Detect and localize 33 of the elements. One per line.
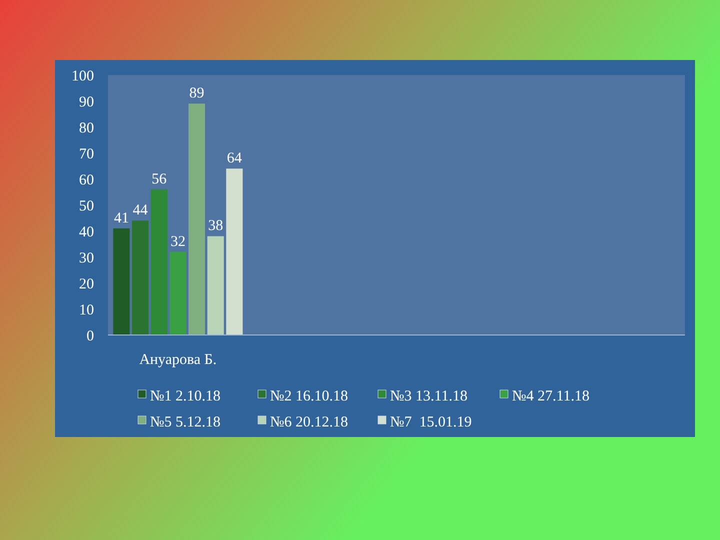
y-tick-label: 30 — [79, 250, 94, 266]
data-label: 44 — [132, 202, 148, 219]
data-label: 89 — [189, 86, 204, 102]
y-tick-label: 0 — [86, 328, 94, 344]
y-tick-label: 20 — [79, 276, 94, 292]
bar — [132, 220, 149, 335]
legend-label: №1 2.10.18 — [150, 388, 221, 404]
data-label: 32 — [170, 234, 186, 250]
bar — [226, 168, 243, 335]
legend-label: №5 5.12.18 — [150, 414, 221, 430]
y-tick-label: 10 — [79, 302, 94, 318]
bar — [188, 104, 206, 335]
legend-label: №2 16.10.18 — [270, 388, 348, 404]
y-tick-label: 60 — [79, 172, 94, 188]
data-label: 41 — [114, 210, 129, 226]
y-tick-label: 70 — [79, 146, 94, 162]
y-tick-label: 40 — [79, 224, 94, 240]
y-tick-label: 90 — [79, 94, 94, 110]
data-label: 56 — [152, 171, 168, 188]
bar — [150, 189, 168, 335]
legend-label: №6 20.12.18 — [270, 414, 348, 430]
legend-label: №3 13.11.18 — [390, 388, 468, 404]
bar — [207, 236, 224, 335]
y-tick-label: 50 — [79, 198, 94, 214]
y-tick-label: 80 — [79, 120, 94, 136]
legend-label: №7 15.01.19 — [390, 414, 472, 430]
bar — [170, 252, 186, 335]
y-tick-label: 100 — [72, 68, 94, 84]
data-label: 38 — [208, 218, 224, 234]
bar — [113, 228, 130, 335]
data-label: 64 — [226, 150, 242, 167]
x-tick-label: Ануарова Б. — [139, 352, 217, 368]
legend-label: №4 27.11.18 — [512, 388, 590, 404]
